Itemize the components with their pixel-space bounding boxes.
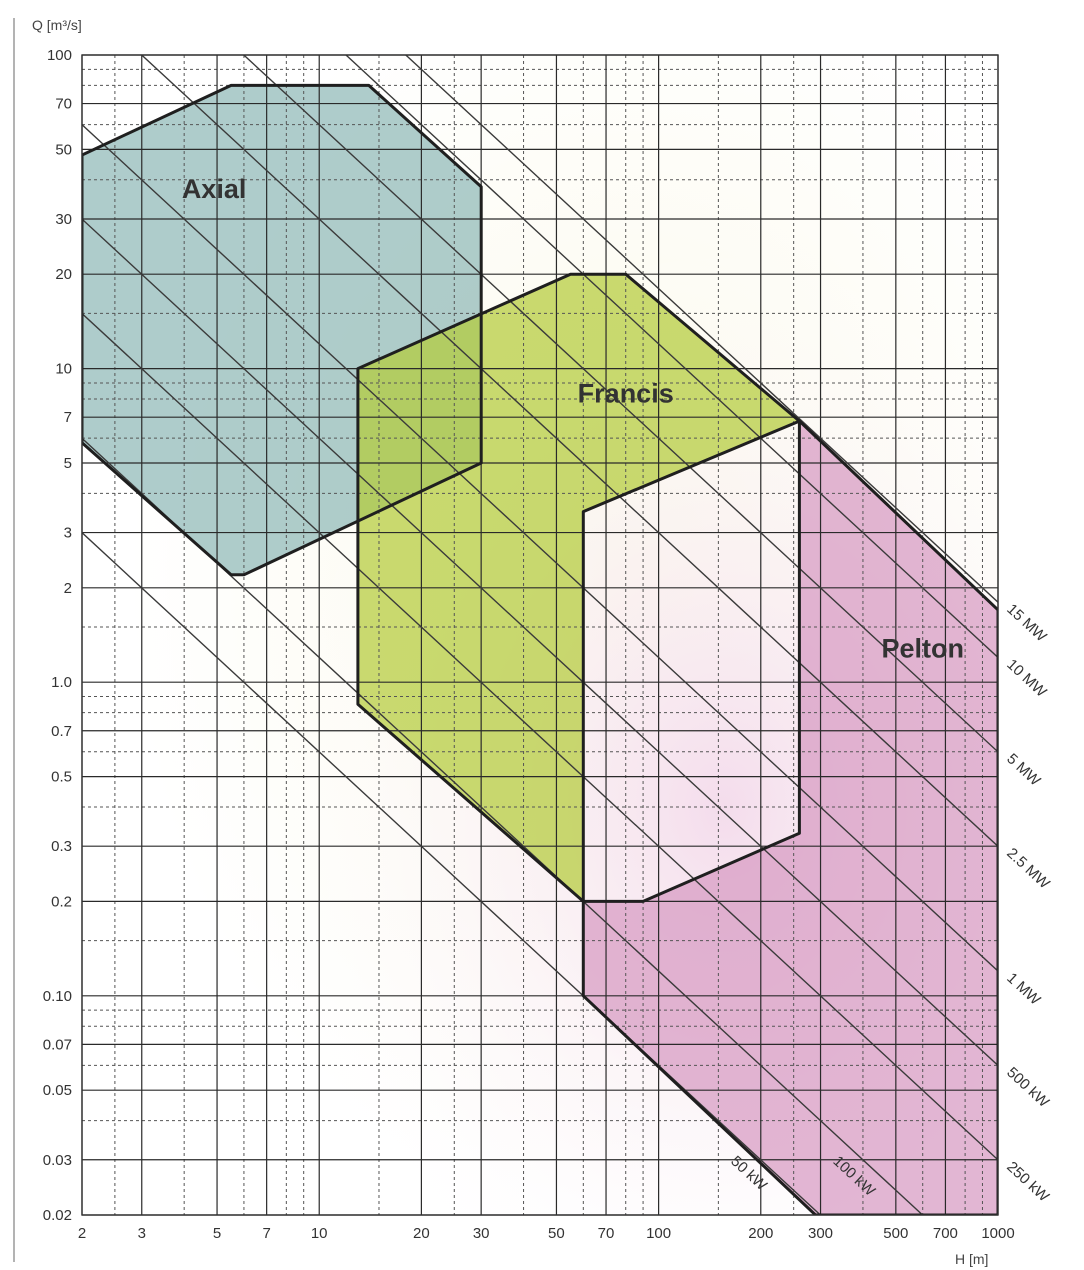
power-label-10-mw: 10 MW xyxy=(1003,656,1050,701)
x-tick-700: 700 xyxy=(933,1225,958,1242)
y-tick-labels: 100 70 50 30 20 10 7 5 3 2 1.0 0.7 0.5 0.3 0.2 0.10 0.07… xyxy=(43,47,72,1224)
y-axis-title: Q [m³/s] xyxy=(32,17,82,33)
region-label-pelton: Pelton xyxy=(881,633,964,663)
x-tick-100: 100 xyxy=(646,1225,671,1242)
region-outlines xyxy=(82,83,998,1215)
y-tick-3: 3 xyxy=(64,525,72,542)
power-label-15-mw: 15 MW xyxy=(1003,601,1050,646)
y-tick-1-0: 1.0 xyxy=(51,674,72,691)
power-line-10-mw xyxy=(345,55,998,659)
region-label-axial: Axial xyxy=(182,174,247,204)
y-tick-70: 70 xyxy=(55,96,72,113)
region-outline-pelton xyxy=(581,419,998,1215)
y-tick-0-05: 0.05 xyxy=(43,1082,72,1099)
x-tick-20: 20 xyxy=(413,1225,430,1242)
y-tick-10: 10 xyxy=(55,361,72,378)
x-tick-5: 5 xyxy=(213,1225,221,1242)
y-tick-2: 2 xyxy=(64,580,72,597)
region-outline-axial xyxy=(82,83,483,577)
power-label-2-5-mw: 2.5 MW xyxy=(1003,845,1053,893)
power-line-250-kw xyxy=(82,312,998,1161)
plot-frame xyxy=(81,54,999,1216)
y-tick-0-10: 0.10 xyxy=(43,988,72,1005)
minor-gridlines xyxy=(82,55,998,1215)
power-line-50-kw xyxy=(82,532,821,1215)
power-label-5-mw: 5 MW xyxy=(1003,750,1044,790)
y-tick-0-7: 0.7 xyxy=(51,723,72,740)
x-axis-title: H [m] xyxy=(955,1251,988,1267)
y-tick-0-03: 0.03 xyxy=(43,1152,72,1169)
x-tick-labels: 2 3 5 7 10 20 30 50 70 100 200 300 500 700 1000 xyxy=(78,1225,1015,1242)
power-line-15-mw xyxy=(405,55,998,603)
x-tick-7: 7 xyxy=(263,1225,271,1242)
x-tick-10: 10 xyxy=(311,1225,328,1242)
x-tick-70: 70 xyxy=(598,1225,615,1242)
region-labels: Axial Francis Pelton xyxy=(182,174,964,663)
power-line-500-kw xyxy=(82,218,998,1067)
region-label-francis: Francis xyxy=(578,378,674,408)
power-line-5-mw xyxy=(243,55,998,753)
y-tick-0-5: 0.5 xyxy=(51,769,72,786)
y-tick-50: 50 xyxy=(55,141,72,158)
x-tick-300: 300 xyxy=(808,1225,833,1242)
y-tick-100: 100 xyxy=(47,47,72,64)
y-tick-0-02: 0.02 xyxy=(43,1207,72,1224)
power-lines xyxy=(82,55,998,1215)
power-line-1-mw xyxy=(82,124,998,972)
x-tick-1000: 1000 xyxy=(981,1225,1014,1242)
x-tick-500: 500 xyxy=(883,1225,908,1242)
x-tick-30: 30 xyxy=(473,1225,490,1242)
x-tick-50: 50 xyxy=(548,1225,565,1242)
y-tick-0-3: 0.3 xyxy=(51,838,72,855)
region-outline-francis xyxy=(356,272,801,903)
y-tick-0-2: 0.2 xyxy=(51,893,72,910)
x-tick-200: 200 xyxy=(748,1225,773,1242)
x-tick-3: 3 xyxy=(138,1225,146,1242)
power-label-500-kw: 500 kW xyxy=(1003,1064,1053,1112)
y-tick-20: 20 xyxy=(55,266,72,283)
y-tick-0-07: 0.07 xyxy=(43,1036,72,1053)
region-pelton xyxy=(583,421,998,1215)
y-tick-5: 5 xyxy=(64,455,72,472)
power-line-2-5-mw xyxy=(141,55,998,847)
power-label-250-kw: 250 kW xyxy=(1003,1158,1053,1206)
x-tick-2: 2 xyxy=(78,1225,86,1242)
power-label-1-mw: 1 MW xyxy=(1003,970,1044,1010)
y-tick-30: 30 xyxy=(55,211,72,228)
y-tick-7: 7 xyxy=(64,409,72,426)
